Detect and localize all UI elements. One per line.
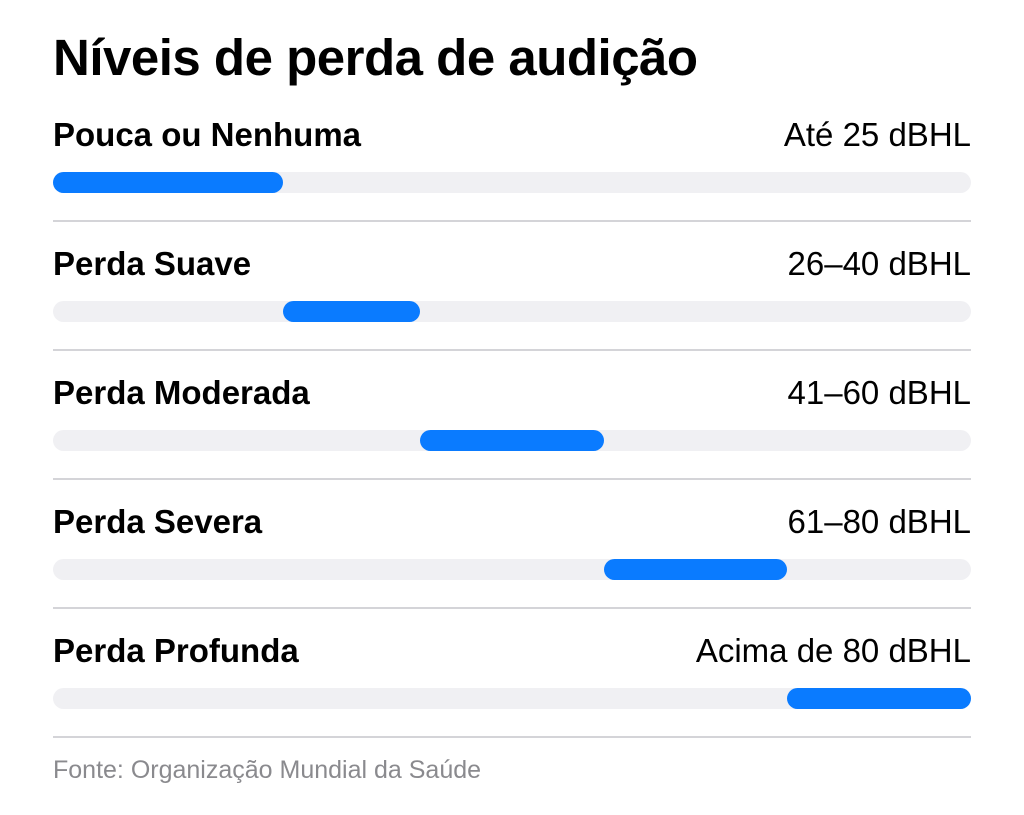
row-divider xyxy=(53,478,971,480)
level-track xyxy=(53,172,971,193)
levels-list: Pouca ou Nenhuma Até 25 dBHL Perda Suave… xyxy=(53,110,971,755)
level-label: Perda Suave xyxy=(53,245,252,282)
level-range: 41–60 dBHL xyxy=(787,374,971,411)
level-band-fill xyxy=(53,172,283,193)
level-label: Perda Severa xyxy=(53,503,263,540)
row-divider xyxy=(53,220,971,222)
level-range: 26–40 dBHL xyxy=(787,245,971,282)
level-row-none: Pouca ou Nenhuma Até 25 dBHL xyxy=(53,110,971,239)
level-band-fill xyxy=(420,430,604,451)
level-band-fill xyxy=(603,559,788,580)
level-label: Perda Moderada xyxy=(53,374,310,411)
level-label: Pouca ou Nenhuma xyxy=(53,116,362,153)
level-range: Até 25 dBHL xyxy=(783,116,971,153)
level-range: 61–80 dBHL xyxy=(787,503,971,540)
level-track xyxy=(53,688,971,709)
level-row-moderate: Perda Moderada 41–60 dBHL xyxy=(53,368,971,497)
row-divider xyxy=(53,736,971,738)
level-track xyxy=(53,301,971,322)
level-track xyxy=(53,559,971,580)
level-row-profound: Perda Profunda Acima de 80 dBHL xyxy=(53,626,971,755)
level-row-mild: Perda Suave 26–40 dBHL xyxy=(53,239,971,368)
row-divider xyxy=(53,607,971,609)
level-row-severe: Perda Severa 61–80 dBHL xyxy=(53,497,971,626)
level-range: Acima de 80 dBHL xyxy=(695,632,971,669)
level-band-fill xyxy=(282,301,421,322)
row-divider xyxy=(53,349,971,351)
level-track xyxy=(53,430,971,451)
page-title: Níveis de perda de audição xyxy=(53,29,698,86)
level-band-fill xyxy=(787,688,971,709)
source-note: Fonte: Organização Mundial da Saúde xyxy=(53,756,482,784)
level-label: Perda Profunda xyxy=(53,632,299,669)
